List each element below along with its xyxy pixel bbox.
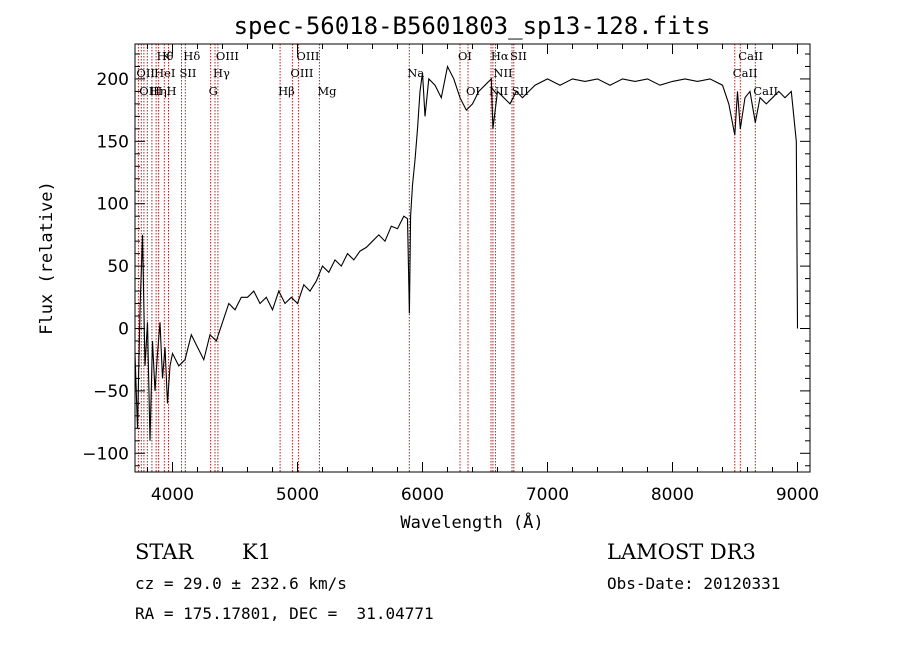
object-type: STAR: [135, 540, 194, 564]
spectral-line-label: HeI: [154, 66, 175, 80]
spectral-line-label: Hγ: [213, 66, 230, 80]
x-tick-label: 8000: [651, 485, 694, 505]
y-tick-label: 150: [97, 132, 129, 152]
spectral-line-label: OIII: [296, 49, 319, 63]
x-tick-label: 5000: [276, 485, 319, 505]
spectral-line-label: NII: [489, 84, 508, 98]
spectrum-line: [134, 64, 799, 441]
spectral-line-label: K: [162, 49, 171, 63]
spectral-line-label: H: [167, 84, 177, 98]
spectral-line-labels: OIIOIIIHηHeIHθKHSIIHδGHγOIIIHβOIIIOIIIMg…: [136, 49, 778, 98]
spectral-line-label: Na: [407, 66, 424, 80]
spectral-line-label: OIII: [139, 84, 162, 98]
spectral-line-label: Hδ: [183, 49, 200, 63]
survey-name: LAMOST DR3: [607, 540, 756, 564]
plot-frame: [134, 43, 811, 473]
coordinates: RA = 175.17801, DEC = 31.04771: [135, 604, 434, 623]
x-tick-label: 7000: [526, 485, 569, 505]
y-tick-label: 200: [97, 70, 129, 90]
spectral-line-label: Hβ: [278, 84, 295, 98]
chart-title: spec-56018-B5601803_sp13-128.fits: [234, 12, 711, 40]
spectral-line-label: OII: [136, 66, 155, 80]
spectral-line-label: CaII: [753, 84, 778, 98]
spectral-line-label: CaII: [733, 66, 758, 80]
spectral-line-label: SII: [512, 84, 529, 98]
spectral-line-label: Hη: [150, 84, 167, 98]
spectral-line-label: SII: [510, 49, 527, 63]
redshift-readout: cz = 29.0 ± 232.6 km/s: [135, 574, 347, 593]
y-tick-label: −50: [93, 382, 129, 402]
spectral-line-label: OI: [458, 49, 472, 63]
spectral-line-label: OIII: [216, 49, 239, 63]
spectral-line-label: G: [209, 84, 218, 98]
x-axis-label: Wavelength (Å): [400, 511, 543, 533]
object-subclass: K1: [242, 540, 272, 564]
y-tick-label: −100: [82, 444, 129, 464]
spectral-line-label: Hθ: [157, 49, 174, 63]
y-axis-label: Flux (relative): [37, 181, 57, 335]
spectral-line-label: OIII: [290, 66, 313, 80]
spectral-line-label: SII: [180, 66, 197, 80]
y-tick-label: 50: [107, 257, 129, 277]
spectral-line-label: Mg: [317, 84, 337, 98]
y-tick-label: 0: [118, 320, 129, 340]
observation-date: Obs-Date: 20120331: [607, 574, 781, 593]
x-tick-label: 9000: [776, 485, 819, 505]
x-tick-label: 4000: [151, 485, 194, 505]
x-tick-label: 6000: [401, 485, 444, 505]
y-tick-label: 100: [97, 195, 129, 215]
spectral-line-label: CaII: [738, 49, 763, 63]
spectral-line-label: Hα: [491, 49, 509, 63]
spectral-line-label: OI: [466, 84, 480, 98]
spectral-line-markers: [137, 44, 756, 472]
spectral-line-label: NII: [493, 66, 512, 80]
axis-ticks: 4000 5000 6000 7000 8000 9000 −100 −50 0 50 100 150…: [82, 44, 819, 505]
